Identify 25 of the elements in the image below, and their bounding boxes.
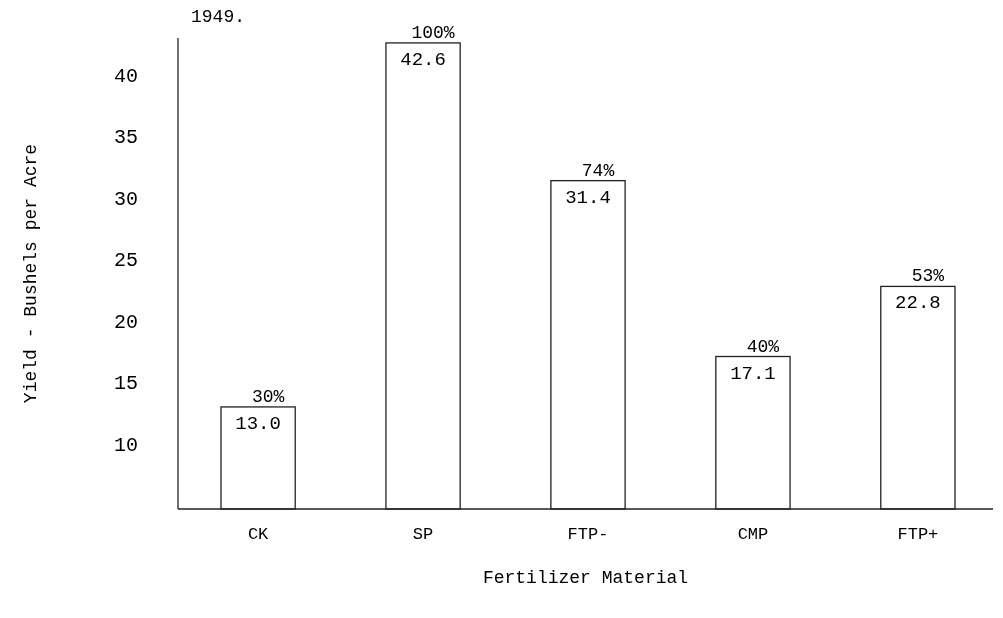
- data-label: 22.8: [895, 292, 941, 315]
- annotation: 40%: [746, 336, 780, 357]
- annotation: 30%: [251, 386, 285, 407]
- y-tick-label: 35: [113, 126, 138, 150]
- annotation: 74%: [581, 160, 615, 181]
- data-label: 42.6: [400, 48, 446, 71]
- y-tick-label: 20: [113, 310, 138, 334]
- y-axis-title: Yield - Bushels per Acre: [21, 143, 41, 404]
- y-tick-label: 25: [113, 249, 138, 273]
- y-tick-label: 15: [113, 372, 138, 396]
- annotation: 100%: [411, 22, 455, 43]
- x-tick-label: CK: [247, 525, 270, 544]
- data-label: 31.4: [565, 186, 611, 209]
- x-tick-label: CMP: [737, 525, 769, 544]
- data-label: 13.0: [235, 412, 281, 435]
- y-tick-label: 30: [113, 187, 138, 211]
- data-label: 17.1: [730, 362, 776, 385]
- x-axis-title: Fertilizer Material: [482, 568, 689, 588]
- x-tick-label: FTP+: [897, 525, 939, 544]
- chart-title: 1949.: [190, 7, 246, 27]
- y-tick-label: 40: [113, 64, 138, 88]
- x-tick-label: FTP-: [567, 525, 609, 544]
- annotation: 53%: [911, 266, 945, 287]
- y-tick-label: 10: [113, 433, 138, 457]
- x-tick-label: SP: [412, 525, 434, 544]
